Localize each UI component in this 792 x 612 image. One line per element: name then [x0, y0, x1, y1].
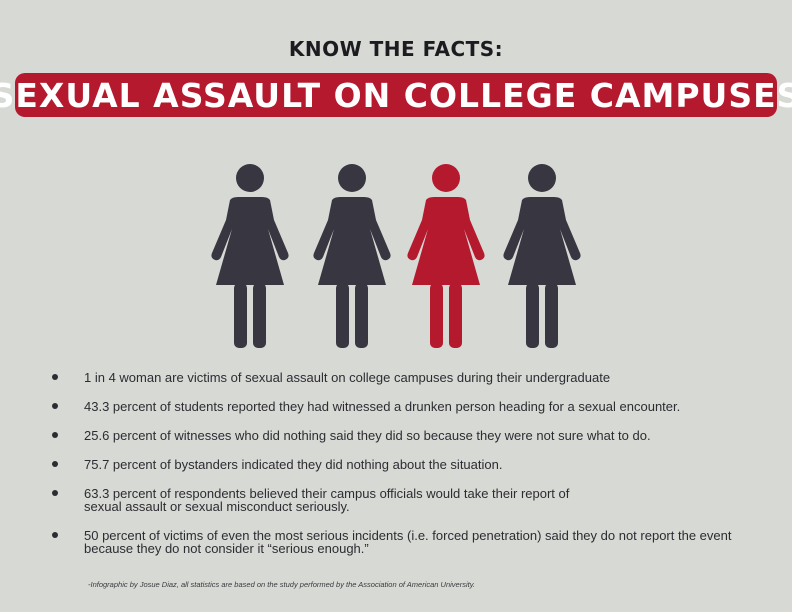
- fact-text-continued: sexual assault or sexual misconduct seri…: [84, 499, 350, 514]
- bullet-icon: [52, 532, 58, 538]
- fact-text: 25.6 percent of witnesses who did nothin…: [84, 428, 651, 443]
- kicker-heading: KNOW THE FACTS:: [288, 37, 504, 61]
- woman-icon: [500, 162, 584, 348]
- facts-list: 1 in 4 woman are victims of sexual assau…: [52, 371, 772, 571]
- woman-icon: [310, 162, 394, 348]
- woman-icon: [404, 162, 488, 348]
- list-item: 63.3 percent of respondents believed the…: [52, 487, 772, 513]
- list-item: 75.7 percent of bystanders indicated the…: [52, 458, 772, 471]
- bullet-icon: [52, 461, 58, 467]
- fact-text: 43.3 percent of students reported they h…: [84, 399, 681, 414]
- fact-text: 50 percent of victims of even the most s…: [84, 528, 732, 543]
- woman-icon: [208, 162, 292, 348]
- page-title: SEXUAL ASSAULT ON COLLEGE CAMPUSES: [0, 75, 792, 115]
- list-item: 1 in 4 woman are victims of sexual assau…: [52, 371, 772, 384]
- figure-row: [208, 162, 588, 348]
- fact-text: 63.3 percent of respondents believed the…: [84, 486, 570, 501]
- credit-line: -Infographic by Josue Diaz, all statisti…: [88, 580, 475, 589]
- title-banner: SEXUAL ASSAULT ON COLLEGE CAMPUSES: [0, 73, 792, 117]
- fact-text: 1 in 4 woman are victims of sexual assau…: [84, 370, 611, 385]
- bullet-icon: [52, 403, 58, 409]
- list-item: 43.3 percent of students reported they h…: [52, 400, 772, 413]
- fact-text: 75.7 percent of bystanders indicated the…: [84, 457, 503, 472]
- bullet-icon: [52, 490, 58, 496]
- bullet-icon: [52, 432, 58, 438]
- list-item: 25.6 percent of witnesses who did nothin…: [52, 429, 772, 442]
- fact-text-continued: because they do not consider it “serious…: [84, 541, 369, 556]
- bullet-icon: [52, 374, 58, 380]
- list-item: 50 percent of victims of even the most s…: [52, 529, 772, 555]
